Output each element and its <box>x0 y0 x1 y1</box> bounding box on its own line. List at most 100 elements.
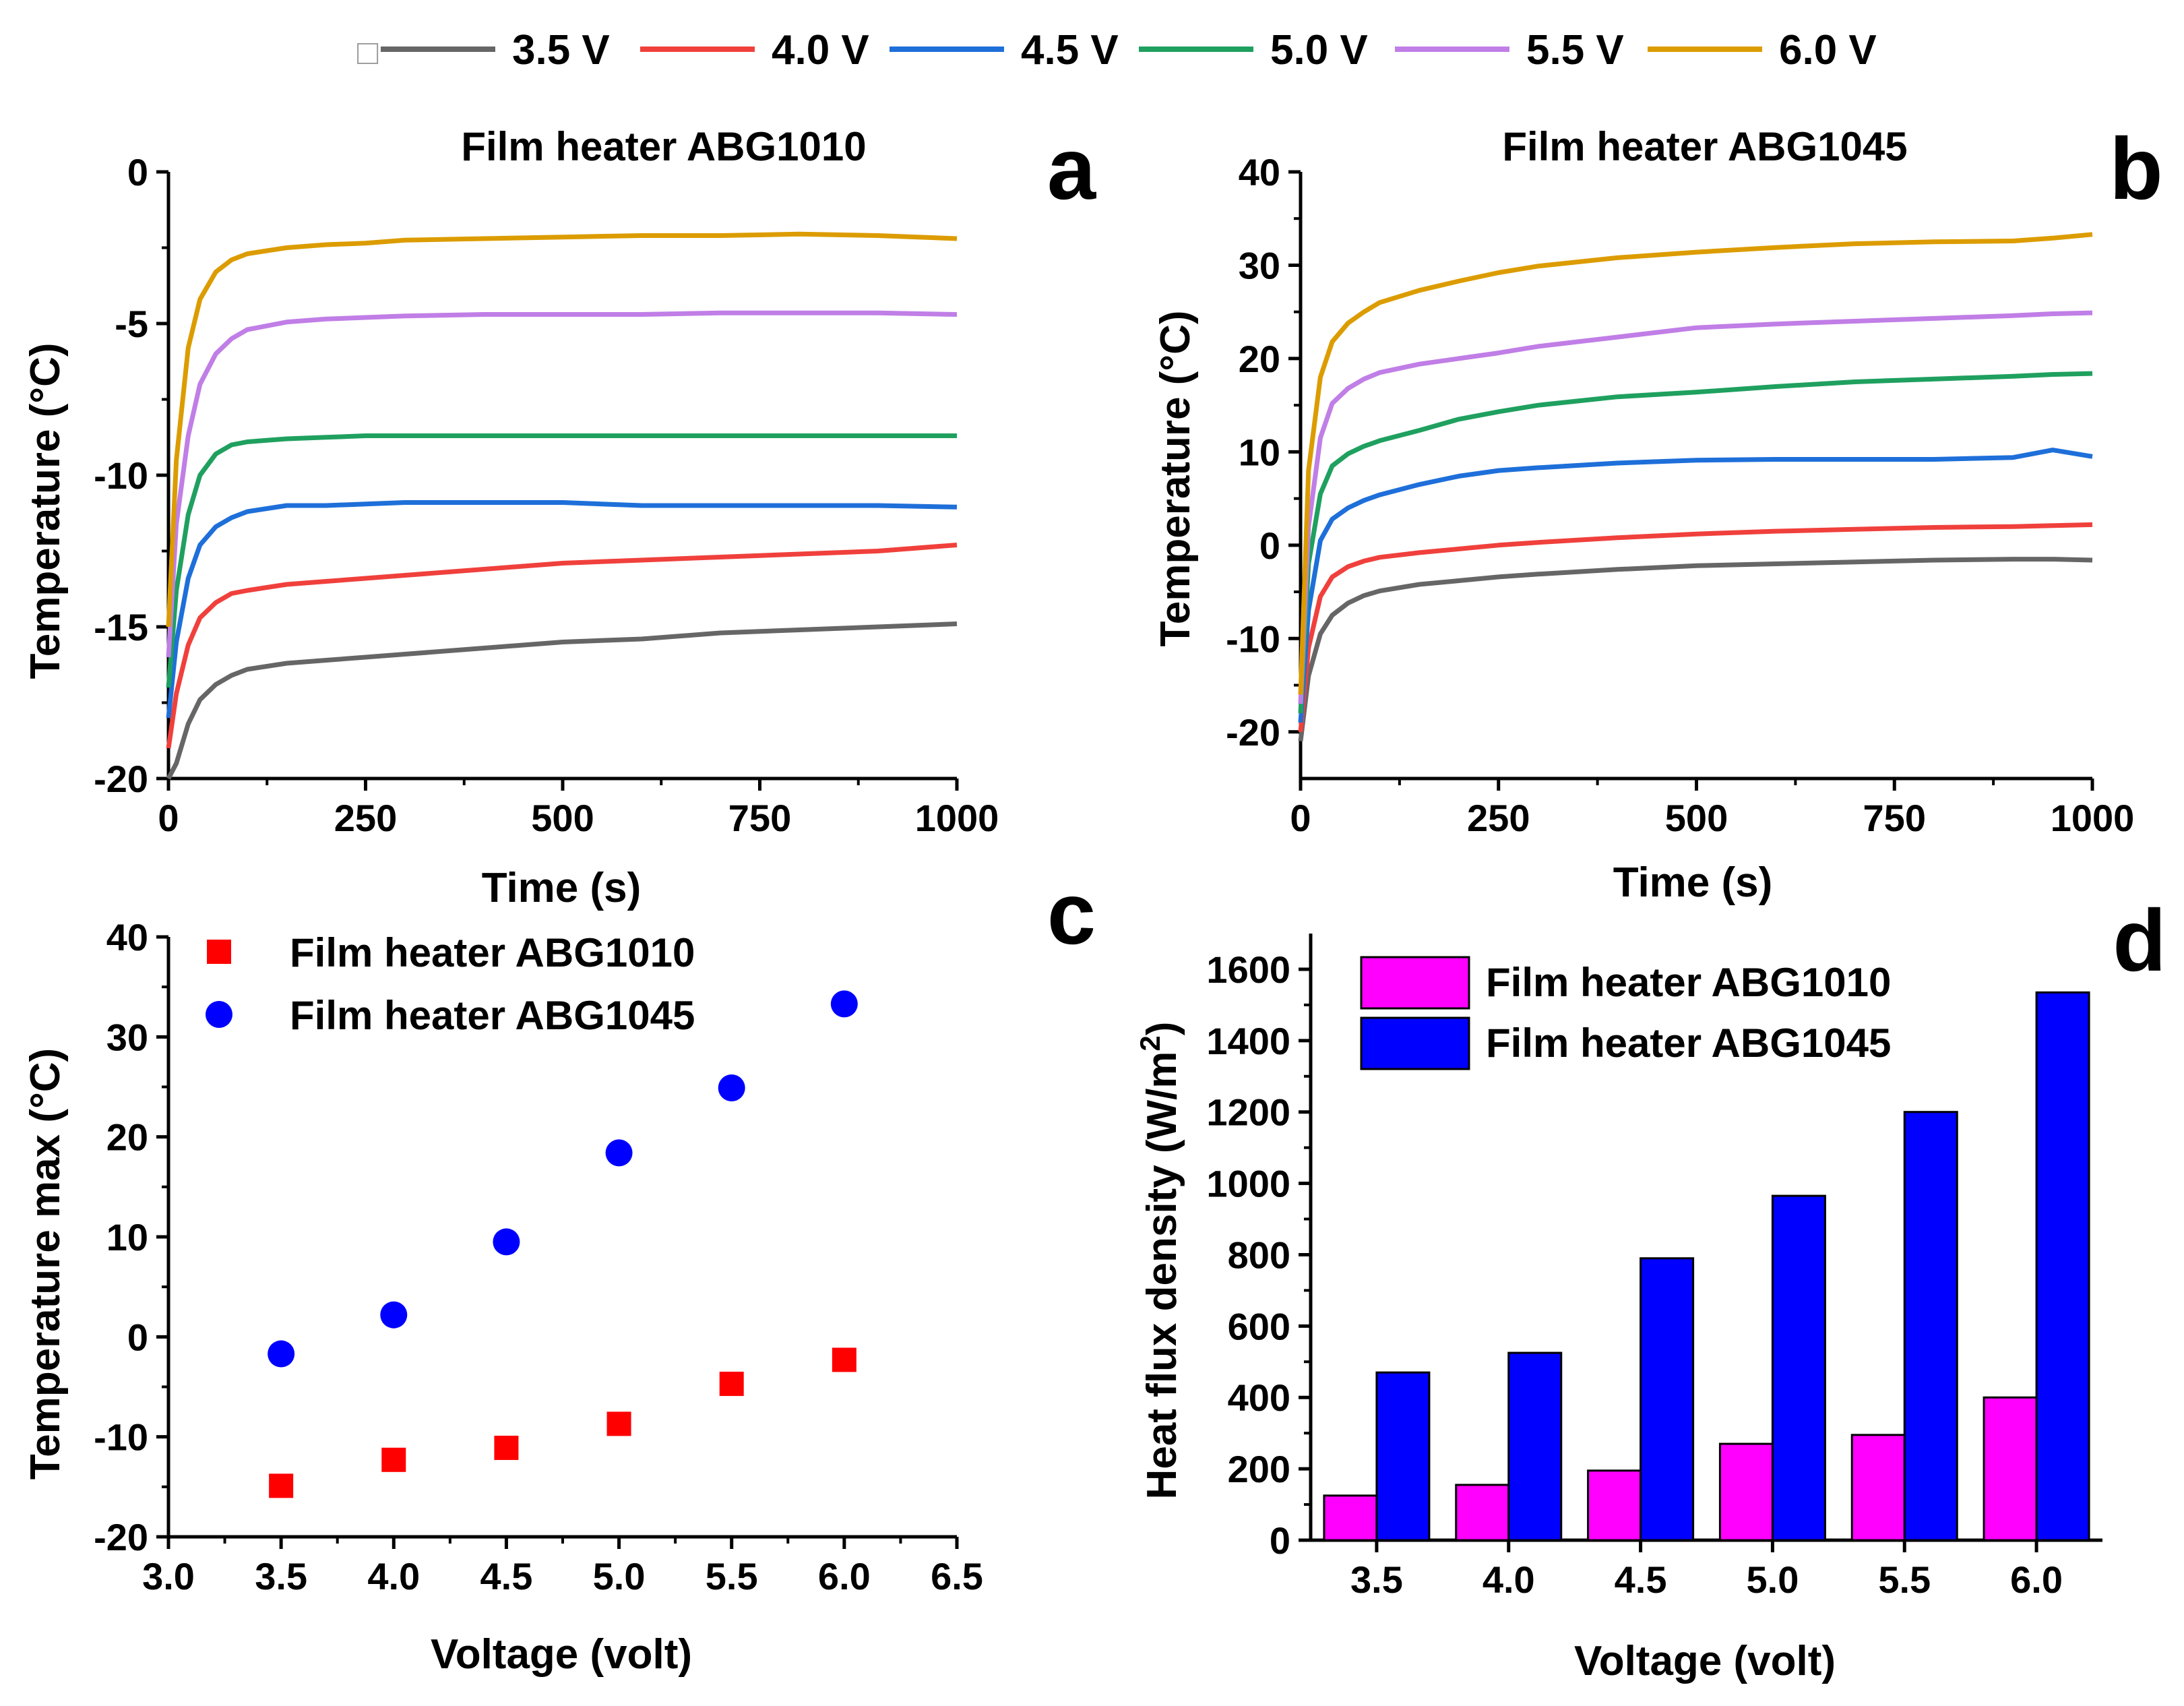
c-point-1-3 <box>605 1139 633 1167</box>
panel-c-ylabel: Temperature max (°C) <box>22 1048 69 1480</box>
a-xtick-label-4: 1000 <box>915 797 999 839</box>
c-point-0-0 <box>269 1473 294 1498</box>
c-point-1-0 <box>268 1340 295 1368</box>
d-legend-label-1: Film heater ABG1045 <box>1486 1020 1891 1066</box>
legend-marker-glyph: □ <box>357 33 379 72</box>
c-legend-label-1: Film heater ABG1045 <box>290 993 695 1038</box>
c-ytick-label-2: 0 <box>127 1316 148 1358</box>
d-bar-0-3 <box>1718 1442 1774 1542</box>
c-legend-marker-1 <box>206 1001 232 1028</box>
top-legend-label-0: 3.5 V <box>512 27 610 73</box>
a-series-line-1 <box>166 543 958 749</box>
d-ytick-label-7: 1400 <box>1206 1020 1290 1062</box>
a-series-line-0 <box>166 621 958 780</box>
panel-d-ylabel-sup: 2 <box>1134 1035 1166 1051</box>
top-legend-label-4: 5.5 V <box>1526 27 1624 73</box>
d-xtick-label-4: 5.5 <box>1878 1558 1931 1601</box>
c-legend-label-0: Film heater ABG1010 <box>290 930 695 975</box>
b-ytick-label-0: -20 <box>1226 711 1280 754</box>
c-point-1-1 <box>380 1301 408 1329</box>
panel-d: d Voltage (volt) Heat flux density (W/m2… <box>1134 891 2166 1684</box>
c-xtick-label-3: 4.5 <box>480 1555 532 1597</box>
b-series-line-0 <box>1298 557 2093 742</box>
d-xtick-label-1: 4.0 <box>1483 1558 1535 1601</box>
panel-a-letter: a <box>1047 119 1097 218</box>
d-xtick-label-3: 5.0 <box>1746 1558 1799 1601</box>
panel-a-xlabel: Time (s) <box>482 865 642 911</box>
a-xtick-label-3: 750 <box>728 797 791 839</box>
panel-d-xlabel: Voltage (volt) <box>1574 1638 1836 1684</box>
b-ytick-label-3: 10 <box>1239 431 1280 473</box>
b-xtick-label-4: 1000 <box>2051 797 2135 839</box>
d-ytick-label-8: 1600 <box>1206 948 1290 991</box>
a-series-line-4 <box>166 310 958 658</box>
d-ytick-label-5: 1000 <box>1206 1163 1290 1205</box>
d-bar-1-3 <box>1771 1194 1826 1542</box>
d-ytick-label-6: 1200 <box>1206 1091 1290 1134</box>
panel-d-ylabel: Heat flux density (W/m2) <box>1134 1022 1185 1500</box>
top-legend: □ 3.5 V 4.0 V 4.5 V 5.0 V 5.5 V 6.0 V <box>357 27 1877 73</box>
panel-b-title: Film heater ABG1045 <box>1502 124 1907 169</box>
c-ytick-label-4: 20 <box>106 1116 148 1159</box>
a-ytick-label-1: -15 <box>94 606 148 648</box>
a-ytick-label-4: 0 <box>127 151 148 193</box>
b-series-line-2 <box>1298 448 2093 723</box>
c-xtick-label-0: 3.0 <box>142 1555 195 1597</box>
c-xtick-label-4: 5.0 <box>593 1555 646 1597</box>
d-ytick-label-2: 400 <box>1228 1376 1290 1419</box>
c-ytick-label-5: 30 <box>106 1016 148 1058</box>
b-xtick-label-2: 500 <box>1665 797 1728 839</box>
d-ytick-label-3: 600 <box>1228 1305 1290 1347</box>
d-bar-0-0 <box>1323 1494 1378 1542</box>
d-legend-swatch-0 <box>1360 956 1470 1010</box>
d-legend-label-0: Film heater ABG1010 <box>1486 960 1891 1005</box>
c-point-1-4 <box>718 1074 745 1101</box>
top-legend-label-5: 6.0 V <box>1779 27 1877 73</box>
panel-a: Film heater ABG1010 a Time (s) Temperatu… <box>22 119 1097 911</box>
panel-c: c Voltage (volt) Temperature max (°C) 3.… <box>22 864 1096 1678</box>
d-bar-0-4 <box>1850 1434 1906 1542</box>
c-ytick-label-0: -20 <box>94 1516 148 1558</box>
b-ytick-label-5: 30 <box>1239 244 1280 286</box>
a-series-line-2 <box>166 500 958 719</box>
b-series-line-4 <box>1298 310 2093 704</box>
c-point-1-5 <box>830 990 858 1018</box>
a-series-line-5 <box>166 231 958 628</box>
b-series-line-1 <box>1298 522 2093 733</box>
d-bar-1-4 <box>1903 1111 1958 1542</box>
a-series-line-3 <box>166 433 957 688</box>
d-xtick-label-0: 3.5 <box>1350 1558 1403 1601</box>
b-xtick-label-1: 250 <box>1467 797 1530 839</box>
panel-d-letter: d <box>2113 891 2166 989</box>
c-point-0-5 <box>832 1347 856 1372</box>
panel-b: Film heater ABG1045 b Time (s) Temperatu… <box>1152 119 2163 906</box>
c-xtick-label-2: 4.0 <box>367 1555 420 1597</box>
c-point-0-1 <box>381 1447 406 1472</box>
panel-d-ylabel-close: ) <box>1139 1022 1185 1036</box>
d-bar-1-5 <box>2035 991 2090 1542</box>
d-ytick-label-0: 0 <box>1270 1519 1290 1562</box>
c-ytick-label-6: 40 <box>106 916 148 958</box>
b-ytick-label-2: 0 <box>1259 524 1280 567</box>
c-ytick-label-3: 10 <box>106 1216 148 1258</box>
d-legend-swatch-1 <box>1360 1016 1470 1070</box>
a-ytick-label-2: -10 <box>94 454 148 497</box>
panel-b-ylabel: Temperature (°C) <box>1152 310 1199 646</box>
c-legend-marker-0 <box>207 940 231 964</box>
d-xtick-label-2: 4.5 <box>1615 1558 1667 1601</box>
top-legend-label-2: 4.5 V <box>1021 27 1119 73</box>
c-point-0-2 <box>494 1435 519 1460</box>
b-series-line-5 <box>1298 232 2093 695</box>
b-ytick-label-6: 40 <box>1239 151 1280 193</box>
panel-c-xlabel: Voltage (volt) <box>431 1631 692 1678</box>
a-xtick-label-1: 250 <box>334 797 397 839</box>
b-series-line-3 <box>1298 371 2093 714</box>
d-bar-1-2 <box>1640 1257 1695 1542</box>
d-bar-1-0 <box>1375 1371 1431 1542</box>
d-xtick-label-5: 6.0 <box>2010 1558 2063 1601</box>
a-ytick-label-3: -5 <box>115 303 148 345</box>
panel-d-ylabel-main: Heat flux density (W/m <box>1139 1052 1185 1500</box>
c-point-0-4 <box>719 1372 744 1397</box>
c-xtick-label-7: 6.5 <box>931 1555 983 1597</box>
a-ytick-label-0: -20 <box>94 758 148 800</box>
